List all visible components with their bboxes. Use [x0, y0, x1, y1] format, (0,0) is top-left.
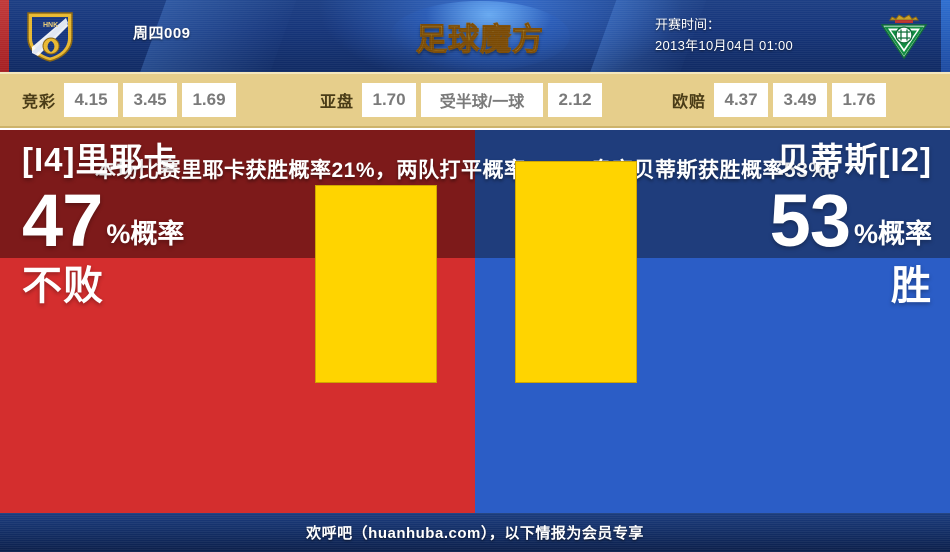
- home-probability-suffix: %概率: [106, 219, 185, 249]
- handicap-cell-away[interactable]: 2.12: [548, 83, 603, 117]
- brand-logo-text: 足球魔方: [416, 14, 544, 59]
- home-probability-bar: [315, 185, 437, 383]
- odds-cell-home-win[interactable]: 4.15: [64, 83, 119, 117]
- odds-cell-draw[interactable]: 3.45: [123, 83, 178, 117]
- odds-group-jingcai: 竞彩 4.15 3.45 1.69: [22, 83, 241, 117]
- handicap-cell-line[interactable]: 受半球/一球: [421, 83, 544, 117]
- header-left-accent: [0, 0, 9, 72]
- odds-cell-away-win[interactable]: 1.69: [182, 83, 237, 117]
- euro-odds-cell-away-win[interactable]: 1.76: [832, 83, 887, 117]
- footer-bar: 欢呼吧（huanhuba.com），以下情报为会员专享: [0, 513, 950, 552]
- kickoff-info: 开赛时间： 2013年10月04日 01:00: [655, 14, 793, 56]
- odds-group-label: 欧赔: [672, 94, 707, 111]
- away-verdict: 胜: [891, 264, 932, 308]
- match-number: 周四009: [133, 25, 191, 42]
- odds-group-asian-handicap: 亚盘 1.70 受半球/一球 2.12: [320, 83, 607, 117]
- home-team-stats: [I4]里耶卡 47 %概率 不败: [22, 140, 302, 310]
- kickoff-label: 开赛时间：: [655, 17, 721, 32]
- away-probability-value: 53: [769, 179, 851, 262]
- brand-logo: 足球魔方: [390, 1, 570, 71]
- home-probability-value: 47: [22, 179, 103, 262]
- summary-text: 本场比赛里耶卡获胜概率21%，两队打平概率26%，皇家贝蒂斯获胜概率53%。: [95, 159, 850, 182]
- kickoff-time: 2013年10月04日 01:00: [655, 38, 794, 53]
- footer-text: 欢呼吧（huanhuba.com），以下情报为会员专享: [306, 525, 644, 542]
- euro-odds-cell-home-win[interactable]: 4.37: [714, 83, 769, 117]
- home-verdict: 不败: [22, 264, 104, 308]
- away-probability-suffix: %概率: [853, 219, 932, 249]
- away-team-name: 贝蒂斯[I2]: [776, 141, 932, 178]
- odds-group-european: 欧赔 4.37 3.49 1.76: [672, 83, 891, 117]
- away-team-stats: 贝蒂斯[I2] 53 %概率 胜: [642, 140, 932, 310]
- odds-group-label: 竞彩: [22, 94, 57, 111]
- svg-text:HNK: HNK: [43, 22, 58, 29]
- home-team-crest-icon: HNK: [22, 8, 78, 64]
- odds-group-label: 亚盘: [320, 94, 355, 111]
- away-probability-bar: [515, 161, 637, 383]
- handicap-cell-home[interactable]: 1.70: [362, 83, 417, 117]
- odds-bar: 竞彩 4.15 3.45 1.69 亚盘 1.70 受半球/一球 2.12 欧赔…: [0, 72, 950, 128]
- header-right-accent: [941, 0, 950, 72]
- brand-logo-glow: [390, 1, 570, 71]
- header-bar: HNK 周四009 足球魔方 开赛时间： 2013年10月04日 01:00: [0, 0, 950, 72]
- home-probability-line: 47 %概率: [22, 182, 302, 260]
- away-team-crest-icon: [876, 8, 932, 64]
- away-probability-line: 53 %概率: [642, 182, 932, 260]
- home-team-name: [I4]里耶卡: [22, 141, 178, 178]
- euro-odds-cell-draw[interactable]: 3.49: [773, 83, 828, 117]
